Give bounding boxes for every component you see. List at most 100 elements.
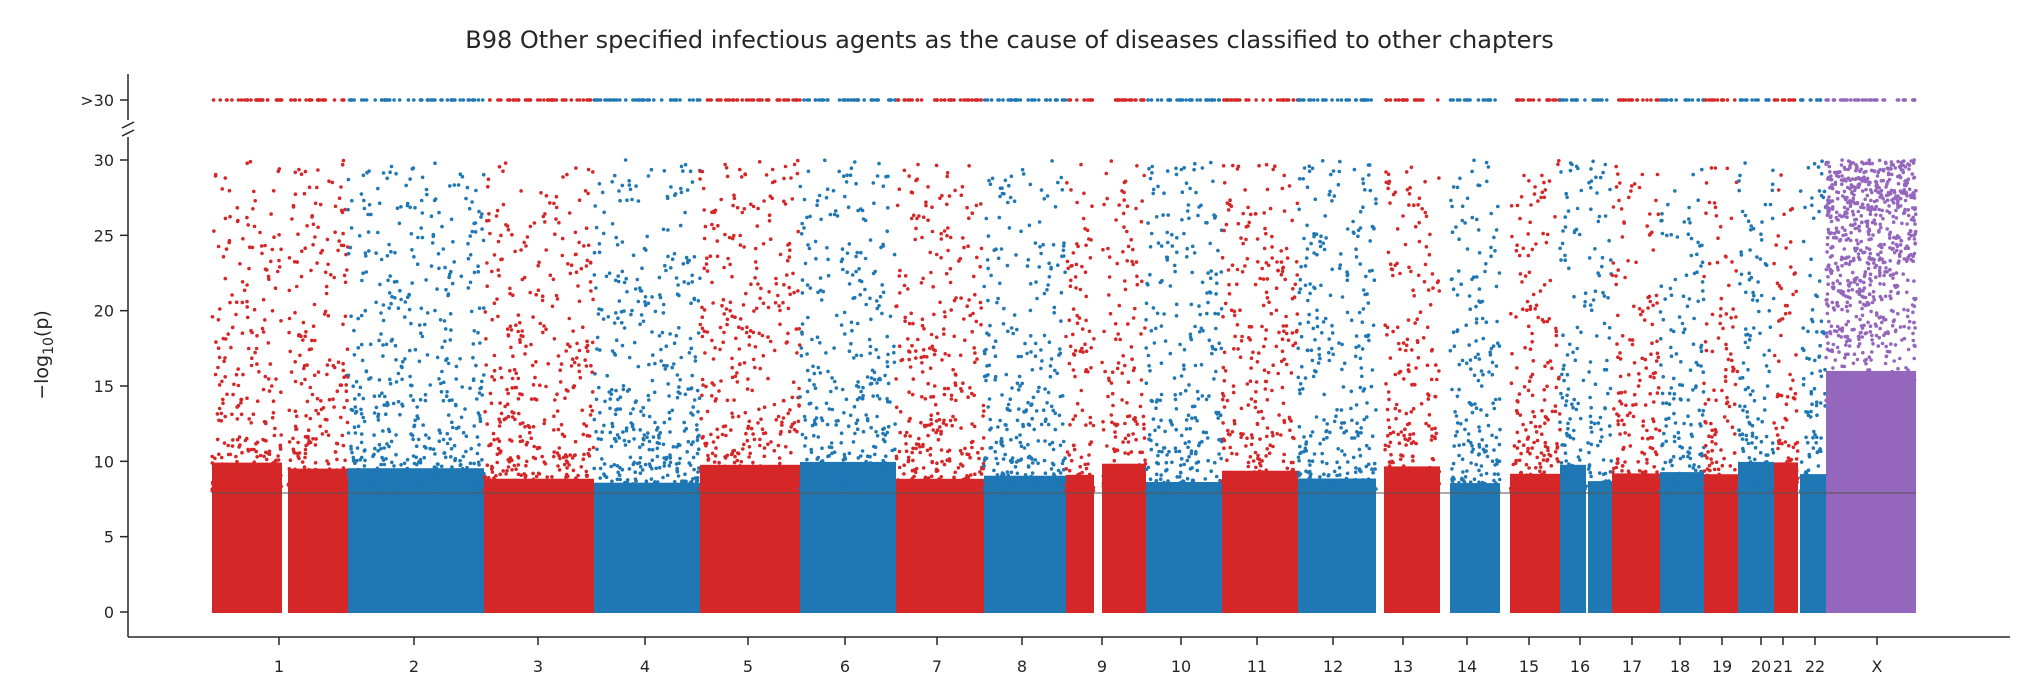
chrom-11-point	[1282, 173, 1286, 178]
chrom-11-point	[1271, 433, 1275, 438]
chrom-2-point	[408, 205, 413, 210]
chrom-10-point	[1144, 301, 1149, 306]
chrom-1-point	[323, 270, 328, 275]
chrom-3-point	[578, 375, 583, 380]
chrom-9-point	[1113, 322, 1118, 326]
chrom-3-point	[554, 205, 559, 210]
chrom-1-point	[266, 274, 271, 279]
chrom-5-point	[703, 351, 707, 355]
chrom-6-point	[877, 397, 882, 401]
chrom-10-point	[1206, 300, 1210, 305]
chrom-6-point	[878, 294, 883, 299]
chrom-2-point	[433, 161, 437, 165]
chrom-7-point	[920, 361, 924, 365]
chrom-1-point	[344, 479, 349, 483]
chrom-3-point	[492, 253, 497, 257]
chrom-3-point	[585, 343, 590, 348]
chrom-2-point	[466, 256, 471, 261]
chrom-1-point	[319, 251, 323, 255]
chrom-1-point	[288, 349, 293, 354]
chrom-3-point	[505, 486, 510, 491]
chrom-3-point	[556, 354, 561, 358]
chrom-3-point	[588, 280, 593, 284]
chrom-11-capped-point	[1222, 98, 1226, 102]
chrom-7-point	[971, 311, 975, 316]
chrom-9-point	[1120, 398, 1124, 402]
chrom-1-point	[232, 468, 236, 473]
chrom-1-point	[287, 288, 292, 293]
chrom-9-point	[1142, 489, 1146, 494]
chrom-8-point	[991, 345, 996, 350]
chrom-3-point	[491, 480, 496, 485]
chrom-7-point	[903, 434, 908, 438]
chrom-11-point	[1254, 486, 1258, 490]
chrom-7-point	[973, 360, 977, 365]
chrom-2-point	[355, 488, 360, 492]
chrom-10-point	[1159, 473, 1163, 477]
chrom-7-point	[970, 445, 974, 450]
chrom-8-point	[987, 397, 992, 401]
chrom-1-point	[223, 216, 228, 221]
chrom-7-point	[926, 476, 931, 480]
chrom-9-point	[1114, 337, 1118, 342]
chrom-1-point	[323, 309, 328, 314]
chrom-4-point	[631, 483, 635, 488]
chrom-11-point	[1295, 201, 1300, 206]
chrom-2-point	[362, 464, 367, 468]
chrom-1-point	[316, 225, 320, 230]
chrom-1-point	[297, 456, 301, 461]
chrom-2-point	[400, 377, 404, 382]
chrom-1-point	[235, 437, 240, 442]
chrom-10-point	[1160, 449, 1164, 454]
chrom-6-point	[841, 267, 845, 272]
chrom-2-point	[353, 405, 358, 409]
chrom-2-point	[359, 313, 364, 318]
chrom-5-point	[725, 453, 730, 458]
chrom-3-point	[530, 479, 535, 483]
chrom-10-point	[1173, 487, 1178, 491]
chrom-1-point	[212, 484, 217, 489]
chrom-6-point	[861, 385, 865, 390]
chrom-5-point	[723, 232, 727, 237]
chrom-6-capped-point	[856, 98, 860, 102]
chrom-3-point	[556, 464, 560, 468]
chrom-5-point	[717, 460, 721, 465]
chrom-8-point	[1001, 457, 1006, 461]
chrom-7-point	[929, 474, 934, 479]
chrom-1-point	[241, 372, 245, 377]
chrom-7-capped-point	[903, 98, 907, 102]
chrom-7-point	[916, 337, 920, 342]
chrom-11-point	[1222, 488, 1226, 493]
chrom-5-point	[723, 464, 727, 469]
chrom-6-point	[851, 440, 856, 444]
chrom-3-point	[574, 166, 578, 170]
chrom-2-point	[346, 207, 350, 212]
chrom-3-point	[520, 329, 524, 333]
chrom-10-point	[1158, 280, 1163, 285]
chrom-5-point	[758, 443, 762, 448]
chrom-6-point	[812, 383, 816, 387]
chrom-2-point	[387, 429, 392, 434]
chrom-5-point	[790, 197, 795, 201]
chrom-4-point	[643, 295, 648, 299]
chrom-8-point	[1008, 397, 1013, 402]
chrom-3-point	[544, 327, 548, 332]
chrom-5-point	[772, 448, 777, 453]
chrom-11-point	[1262, 344, 1266, 349]
chrom-2-point	[399, 205, 403, 209]
chrom-6-point	[874, 347, 878, 352]
chrom-8-point	[1033, 354, 1038, 359]
chrom-2-point	[391, 469, 396, 474]
chrom-4-capped-point	[678, 98, 682, 102]
chrom-2-point	[474, 188, 478, 193]
chrom-9-point	[1109, 159, 1114, 163]
chrom-1-point	[271, 486, 276, 490]
chrom-9-point	[1131, 262, 1135, 267]
chrom-5-point	[721, 297, 726, 302]
chrom-8-point	[982, 284, 986, 289]
chrom-5-point	[715, 254, 720, 259]
chrom-2-point	[438, 431, 443, 435]
chrom-4-point	[631, 253, 636, 258]
chrom-9-point	[1110, 391, 1115, 396]
chrom-1-point	[313, 443, 318, 447]
